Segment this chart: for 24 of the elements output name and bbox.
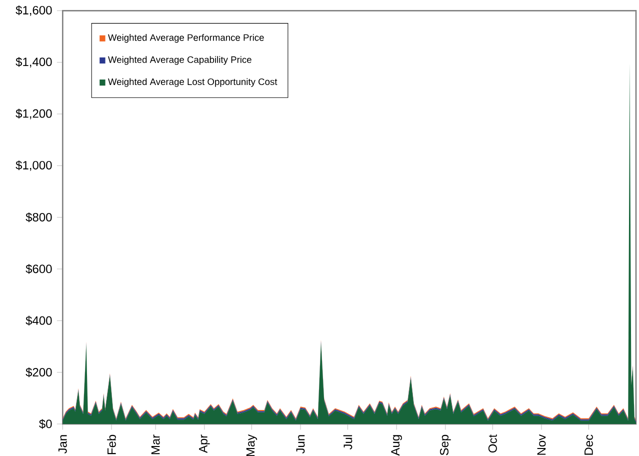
y-tick-label: $1,600: [16, 5, 52, 16]
y-tick-label: $600: [26, 264, 52, 274]
x-tick-label: Oct: [488, 434, 497, 452]
y-tick-label: $1,200: [16, 108, 52, 120]
x-tick-label: Aug: [391, 435, 402, 456]
x-tick-label: Sep: [440, 434, 451, 456]
y-tick-label: $800: [26, 212, 52, 222]
x-tick-label: Jan: [58, 435, 67, 454]
legend-label: Weighted Average Performance Price: [108, 34, 264, 43]
legend-label: Weighted Average Capability Price: [108, 56, 252, 65]
y-tick-label: $0: [39, 419, 52, 429]
y-tick-label: $1,400: [16, 57, 52, 68]
y-tick-label: $400: [26, 316, 52, 326]
y-tick-label: $200: [26, 367, 52, 378]
x-tick-label: Nov: [537, 434, 546, 455]
x-tick-label: Feb: [107, 434, 116, 454]
x-tick-label: Dec: [584, 434, 593, 455]
legend-label: Weighted Average Lost Opportunity Cost: [108, 78, 278, 87]
y-tick-label: $1,000: [16, 160, 52, 171]
x-tick-label: Jun: [296, 435, 305, 454]
x-tick-label: Jul: [343, 435, 352, 450]
x-tick-label: May: [246, 434, 258, 456]
x-tick-label: Mar: [151, 434, 160, 454]
x-tick-label: Apr: [199, 434, 210, 454]
